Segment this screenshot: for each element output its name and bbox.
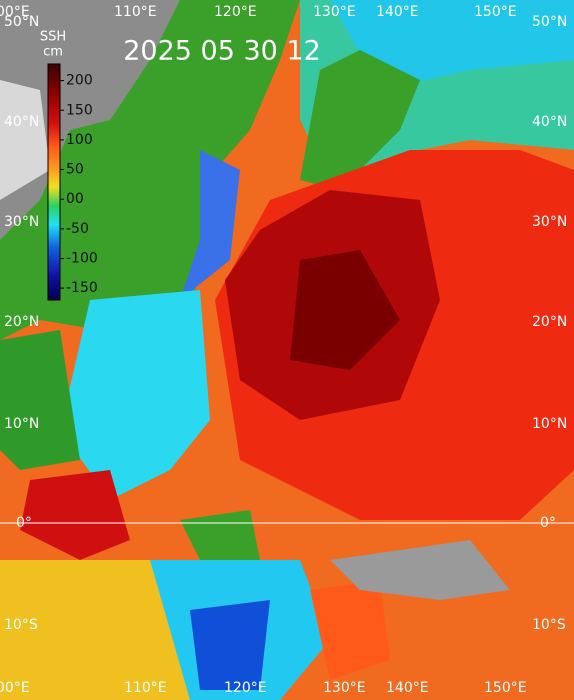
lon-label: 120°E: [214, 4, 257, 20]
lat-label: 30°N: [532, 214, 567, 230]
lat-label: 50°N: [532, 14, 567, 30]
lat-label: 0°: [540, 515, 556, 531]
lat-label: 40°N: [532, 114, 567, 130]
lon-label: 130°E: [313, 4, 356, 20]
colorbar-tick-label: 100: [66, 132, 93, 148]
colorbar-tick-label: 00: [66, 191, 84, 207]
lat-label: 10°S: [4, 617, 38, 633]
lat-label: 40°N: [4, 114, 39, 130]
lon-label: 110°E: [124, 680, 167, 696]
colorbar-unit: cm: [43, 45, 63, 60]
colorbar-tick-label: 200: [66, 73, 93, 89]
lat-label: 30°N: [4, 214, 39, 230]
map-title: 2025 05 30 12: [123, 36, 321, 67]
lon-label: 110°E: [114, 4, 157, 20]
colorbar-tick-label: -150: [66, 280, 98, 296]
lon-label: 140°E: [376, 4, 419, 20]
colorbar-title: SSH: [40, 30, 66, 45]
lon-label: 140°E: [386, 680, 429, 696]
lon-label: 120°E: [224, 680, 267, 696]
lat-label: 50°N: [4, 14, 39, 30]
colorbar-tick-label: 50: [66, 162, 84, 178]
lat-label: 10°S: [532, 617, 566, 633]
lon-label: 00°E: [0, 4, 30, 20]
lon-label: 150°E: [474, 4, 517, 20]
lat-label: 10°N: [4, 416, 39, 432]
lat-label: 10°N: [532, 416, 567, 432]
lon-label: 00°E: [0, 680, 30, 696]
lat-label: 0°: [16, 515, 32, 531]
colorbar: [47, 63, 61, 301]
lat-label: 20°N: [532, 314, 567, 330]
colorbar-tick-label: -50: [66, 221, 89, 237]
colorbar-tick-label: 150: [66, 102, 93, 118]
colorbar-tick-label: -100: [66, 250, 98, 266]
lat-label: 20°N: [4, 314, 39, 330]
lon-label: 150°E: [484, 680, 527, 696]
lon-label: 130°E: [323, 680, 366, 696]
